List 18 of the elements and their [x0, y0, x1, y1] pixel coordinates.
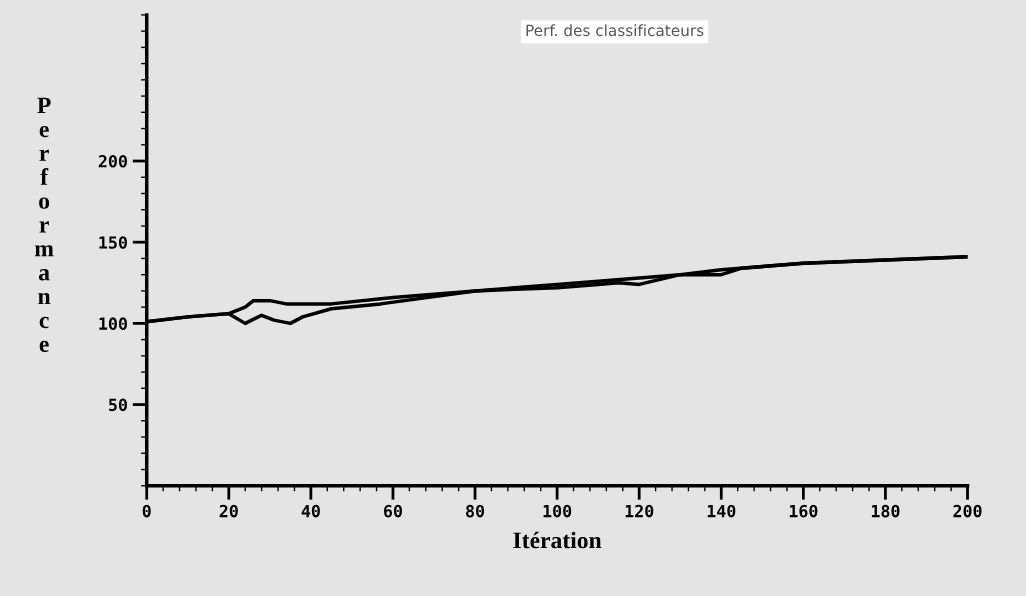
- y-tick-label: 50: [109, 398, 127, 412]
- x-tick-label: 40: [301, 504, 320, 518]
- x-tick-label: 180: [871, 504, 900, 518]
- text: Performance: [34, 97, 54, 353]
- x-tick-label: 80: [466, 504, 485, 518]
- x-tick-label: 100: [543, 504, 572, 518]
- y-tick-label: 200: [98, 154, 127, 168]
- y-tick-label: 150: [99, 236, 127, 249]
- x-tick-label: 140: [707, 504, 736, 518]
- x-tick-label: 120: [625, 504, 654, 518]
- x-tick-label: 20: [219, 504, 238, 518]
- text: Perf. des classificateurs: [526, 24, 704, 37]
- x-tick-label: 60: [383, 504, 402, 518]
- y-tick-label: 100: [99, 317, 127, 330]
- x-tick-label: 200: [953, 504, 982, 518]
- x-axis-title: Itération: [513, 531, 602, 549]
- x-tick-label: 160: [789, 504, 818, 518]
- x-tick-label: 0: [142, 504, 151, 518]
